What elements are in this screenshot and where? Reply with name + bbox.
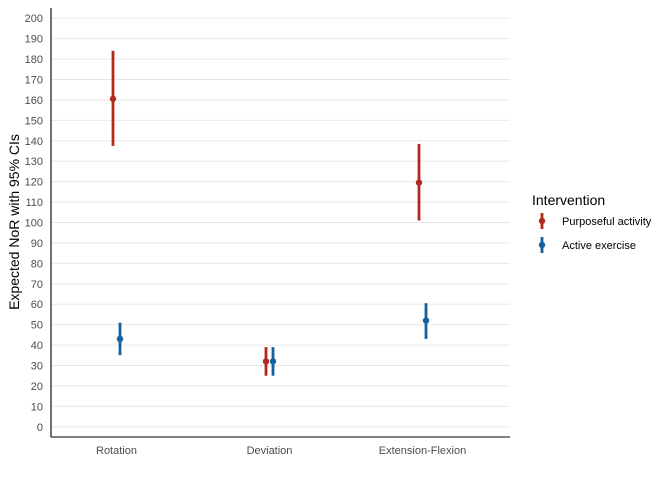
y-tick-label: 0 [37, 422, 43, 434]
y-tick-label: 100 [25, 218, 43, 230]
y-tick-label: 80 [31, 258, 43, 270]
y-tick-labels: 0 10 20 30 40 50 60 70 80 90 100 110 120 130 140 150 160… [25, 13, 43, 434]
y-tick-label: 180 [25, 54, 43, 66]
legend: Intervention Purposeful activity Active e… [532, 192, 652, 253]
y-tick-label: 190 [25, 34, 43, 46]
y-axis-title: Expected NoR with 95% CIs [6, 134, 22, 310]
y-tick-label: 30 [31, 361, 43, 373]
series-1 [116, 303, 430, 376]
x-tick-label: Extension-Flexion [379, 445, 466, 457]
y-gridlines [51, 17, 510, 428]
y-tick-label: 40 [31, 340, 43, 352]
legend-label: Purposeful activity [562, 216, 652, 228]
y-tick-label: 200 [25, 13, 43, 25]
data-marks [109, 50, 430, 376]
y-tick-label: 140 [25, 136, 43, 148]
y-tick-label: 170 [25, 75, 43, 87]
y-tick-label: 20 [31, 381, 43, 393]
point-estimate [116, 335, 124, 343]
x-tick-label: Deviation [247, 445, 293, 457]
y-tick-label: 160 [25, 95, 43, 107]
point-estimate [422, 317, 430, 324]
y-tick-label: 130 [25, 156, 43, 168]
legend-key-point [538, 217, 546, 225]
y-tick-label: 70 [31, 279, 43, 291]
y-tick-label: 50 [31, 320, 43, 332]
y-tick-label: 150 [25, 115, 43, 127]
legend-label: Active exercise [562, 240, 636, 252]
y-tick-label: 60 [31, 299, 43, 311]
point-estimate [262, 358, 270, 365]
y-tick-label: 110 [25, 197, 43, 209]
legend-title: Intervention [532, 192, 605, 208]
point-estimate [109, 95, 117, 103]
point-estimate [415, 179, 423, 186]
legend-key-point [538, 241, 546, 249]
series-0 [109, 50, 423, 376]
x-tick-labels: Rotation Deviation Extension-Flexion [96, 445, 466, 457]
y-tick-label: 10 [31, 401, 43, 413]
point-estimate [269, 358, 277, 365]
y-tick-label: 120 [25, 177, 43, 189]
y-tick-label: 90 [31, 238, 43, 250]
x-tick-label: Rotation [96, 445, 137, 457]
